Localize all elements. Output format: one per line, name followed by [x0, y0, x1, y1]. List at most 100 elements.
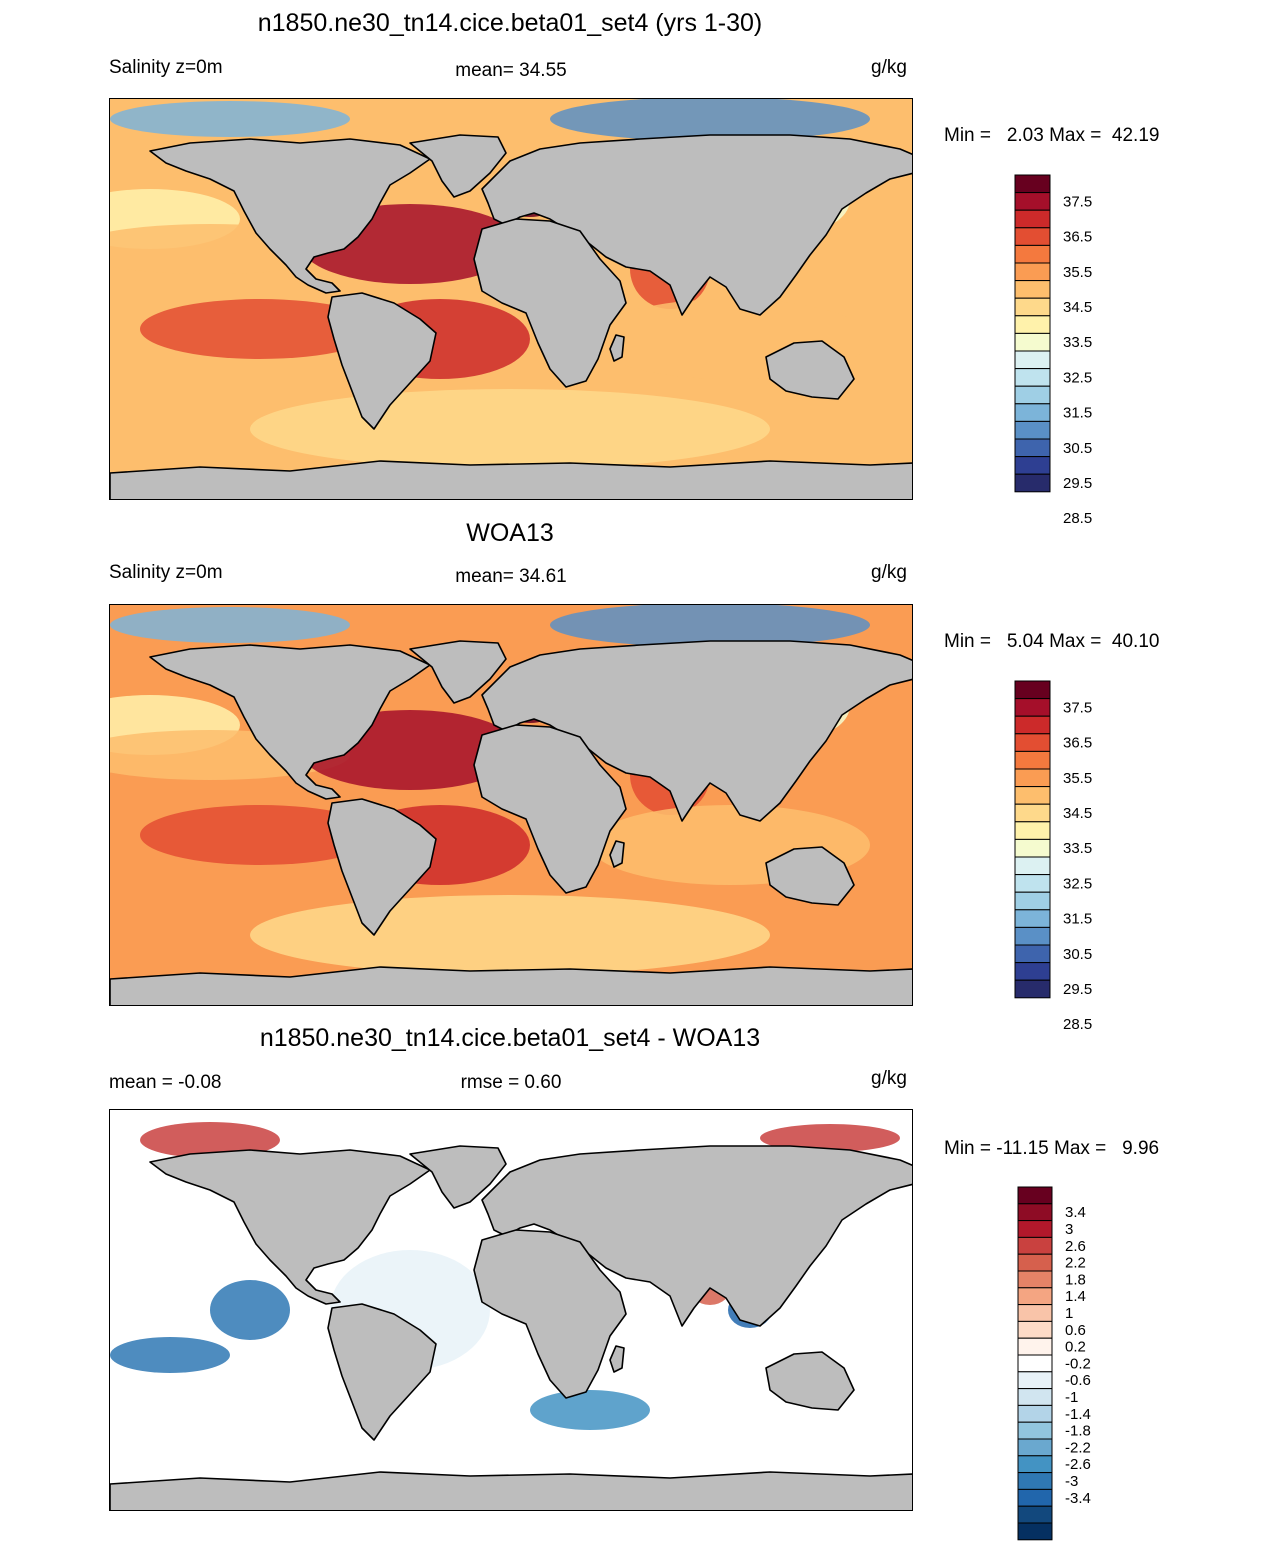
colorbar-swatch: [1014, 385, 1051, 405]
panel3-mean-label: mean = -0.08: [109, 1072, 222, 1093]
colorbar-label: 29.5: [1063, 475, 1092, 492]
colorbar-swatch: [1014, 698, 1051, 717]
colorbar-swatch: [1014, 456, 1051, 475]
colorbar-swatch: [1014, 768, 1051, 788]
colorbar-label: 34.5: [1063, 299, 1092, 316]
colorbar-label: 31.5: [1063, 911, 1092, 928]
colorbar-label: 0.6: [1065, 1322, 1086, 1339]
colorbar-label: -2.6: [1065, 1456, 1091, 1473]
panel1-title: n1850.ne30_tn14.cice.beta01_set4 (yrs 1-…: [257, 9, 763, 37]
colorbar-swatch: [1014, 368, 1051, 387]
panel1-min-max: Min = 2.03 Max = 42.19: [944, 125, 1160, 146]
colorbar-label: 31.5: [1063, 405, 1092, 422]
land-madagascar: [609, 840, 625, 868]
colorbar-swatch: [1014, 838, 1051, 858]
colorbar-swatch: [1017, 1236, 1053, 1255]
colorbar-label: -0.2: [1065, 1355, 1091, 1372]
land-madagascar: [609, 334, 625, 362]
land-eurasia: [481, 134, 912, 316]
panel1-map: [109, 98, 913, 500]
colorbar-label: 1.4: [1065, 1288, 1086, 1305]
colorbar-swatch: [1017, 1253, 1053, 1272]
colorbar-swatch: [1017, 1421, 1053, 1440]
panel3-units: g/kg: [871, 1068, 907, 1089]
land-africa: [473, 1229, 627, 1399]
colorbar-swatch: [1014, 786, 1051, 805]
colorbar-label: -1: [1065, 1389, 1078, 1406]
panel3-min-max: Min = -11.15 Max = 9.96: [944, 1138, 1160, 1159]
colorbar-swatch: [1017, 1320, 1053, 1339]
colorbar-label: 28.5: [1063, 510, 1092, 527]
colorbar-swatch: [1014, 962, 1051, 981]
colorbar-swatch: [1017, 1287, 1053, 1306]
colorbar-swatch: [1014, 174, 1051, 194]
colorbar-swatch: [1014, 192, 1051, 211]
colorbar-label: 1.8: [1065, 1271, 1086, 1288]
land-greenland: [409, 1145, 507, 1209]
colorbar-swatch: [1014, 473, 1051, 493]
colorbar-swatch: [1014, 315, 1051, 334]
colorbar-swatch: [1017, 1371, 1053, 1390]
panel2-units: g/kg: [871, 562, 907, 583]
colorbar-swatch: [1014, 420, 1051, 440]
colorbar-label: 33.5: [1063, 840, 1092, 857]
colorbar-swatch: [1014, 821, 1051, 840]
colorbar-swatch: [1017, 1404, 1053, 1423]
panel3-colorbar: 3.4 3 2.6 2.2 1.8 1.4 1 0.6 0.2 -0.2 -0.6 -1 -1.4 -1.…: [1017, 1186, 1138, 1544]
colorbar-label: -3.4: [1065, 1490, 1091, 1507]
colorbar-label: 32.5: [1063, 875, 1092, 892]
colorbar-swatch: [1014, 280, 1051, 299]
colorbar-swatch: [1017, 1472, 1053, 1490]
colorbar-swatch: [1017, 1488, 1053, 1507]
land-greenland: [409, 134, 507, 198]
colorbar-swatch: [1017, 1354, 1053, 1373]
colorbar-swatch: [1017, 1220, 1053, 1238]
colorbar-swatch: [1014, 944, 1051, 964]
panel2-title: WOA13: [466, 519, 554, 547]
colorbar-swatch: [1014, 909, 1051, 928]
colorbar-label: 37.5: [1063, 193, 1092, 210]
colorbar-swatch: [1017, 1304, 1053, 1322]
panel1-units: g/kg: [871, 57, 907, 78]
colorbar-label: 3.4: [1065, 1204, 1086, 1221]
land-south-america: [327, 292, 437, 430]
panel3-rmse-label: rmse = 0.60: [460, 1072, 562, 1093]
colorbar-label: -1.8: [1065, 1423, 1091, 1440]
colorbar-label: 30.5: [1063, 440, 1092, 457]
land-north-america: [149, 138, 431, 294]
land-north-america: [149, 1149, 431, 1305]
panel2-min-max: Min = 5.04 Max = 40.10: [944, 631, 1160, 652]
colorbar-swatch: [1014, 891, 1051, 911]
colorbar-swatch: [1014, 227, 1051, 246]
colorbar-label: 37.5: [1063, 699, 1092, 716]
colorbar-label: 36.5: [1063, 229, 1092, 246]
panel3-title: n1850.ne30_tn14.cice.beta01_set4 - WOA13: [259, 1024, 761, 1052]
colorbar-label: -0.6: [1065, 1372, 1091, 1389]
colorbar-swatch: [1017, 1438, 1053, 1457]
land-africa: [473, 218, 627, 388]
colorbar-swatch: [1014, 262, 1051, 282]
colorbar-swatch: [1017, 1337, 1053, 1356]
colorbar-swatch: [1014, 733, 1051, 752]
colorbar-label: 29.5: [1063, 981, 1092, 998]
colorbar-label: -1.4: [1065, 1406, 1091, 1423]
land-madagascar: [609, 1345, 625, 1373]
colorbar-label: 28.5: [1063, 1016, 1092, 1033]
colorbar-label: 3: [1065, 1221, 1073, 1238]
land-antarctica: [110, 1471, 912, 1510]
panel3-map: [109, 1109, 913, 1511]
colorbar-swatch: [1014, 874, 1051, 893]
land-greenland: [409, 640, 507, 704]
panel1-left-label: Salinity z=0m: [109, 57, 223, 78]
colorbar-swatch: [1014, 297, 1051, 317]
colorbar-label: 30.5: [1063, 946, 1092, 963]
colorbar-label: -3: [1065, 1473, 1078, 1490]
panel2-mean-label: mean= 34.61: [455, 566, 567, 587]
land-south-america: [327, 798, 437, 936]
colorbar-label: 0.2: [1065, 1339, 1086, 1356]
colorbar-label: -2.2: [1065, 1439, 1091, 1456]
colorbar-label: 34.5: [1063, 805, 1092, 822]
panel2-left-label: Salinity z=0m: [109, 562, 223, 583]
colorbar-label: 2.2: [1065, 1255, 1086, 1272]
colorbar-swatch: [1017, 1522, 1053, 1541]
